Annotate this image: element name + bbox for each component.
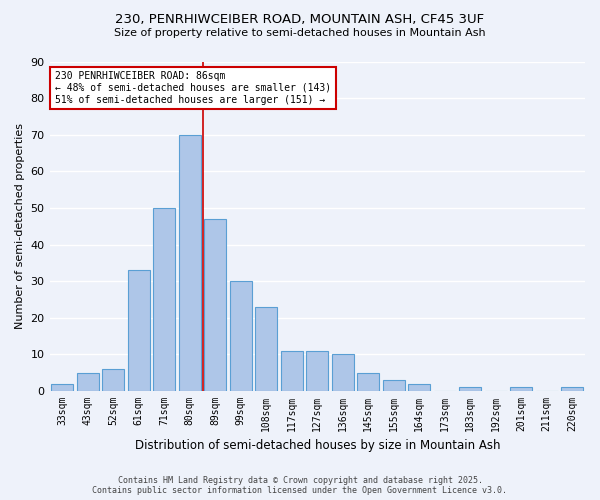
- Bar: [358, 372, 379, 391]
- Bar: [179, 134, 200, 391]
- Bar: [562, 388, 583, 391]
- Bar: [154, 208, 175, 391]
- X-axis label: Distribution of semi-detached houses by size in Mountain Ash: Distribution of semi-detached houses by …: [134, 440, 500, 452]
- Bar: [52, 384, 73, 391]
- Bar: [281, 351, 302, 391]
- Bar: [409, 384, 430, 391]
- Bar: [103, 369, 124, 391]
- Text: Contains HM Land Registry data © Crown copyright and database right 2025.
Contai: Contains HM Land Registry data © Crown c…: [92, 476, 508, 495]
- Text: 230, PENRHIWCEIBER ROAD, MOUNTAIN ASH, CF45 3UF: 230, PENRHIWCEIBER ROAD, MOUNTAIN ASH, C…: [115, 12, 485, 26]
- Bar: [128, 270, 149, 391]
- Bar: [256, 307, 277, 391]
- Bar: [230, 281, 251, 391]
- Bar: [77, 372, 98, 391]
- Bar: [332, 354, 353, 391]
- Bar: [383, 380, 404, 391]
- Y-axis label: Number of semi-detached properties: Number of semi-detached properties: [15, 124, 25, 330]
- Text: Size of property relative to semi-detached houses in Mountain Ash: Size of property relative to semi-detach…: [114, 28, 486, 38]
- Bar: [307, 351, 328, 391]
- Text: 230 PENRHIWCEIBER ROAD: 86sqm
← 48% of semi-detached houses are smaller (143)
51: 230 PENRHIWCEIBER ROAD: 86sqm ← 48% of s…: [55, 72, 331, 104]
- Bar: [511, 388, 532, 391]
- Bar: [460, 388, 481, 391]
- Bar: [205, 219, 226, 391]
